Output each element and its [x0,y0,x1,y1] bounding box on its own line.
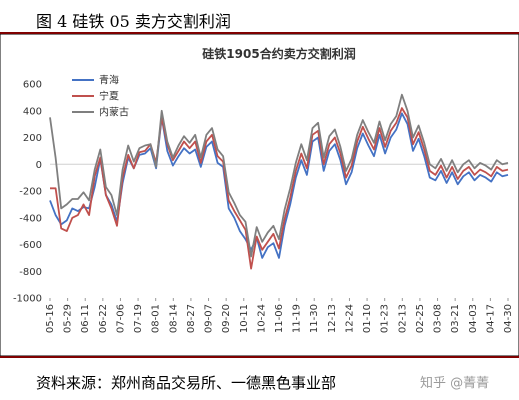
x-tick-label: 04-30 [503,304,514,333]
x-tick-label: 08-01 [151,304,162,333]
x-tick-label: 05-16 [45,304,56,333]
x-tick-label: 05-29 [63,304,74,333]
x-tick-label: 11-19 [292,304,303,333]
y-tick-label: -400 [19,213,42,224]
x-tick-label: 07-06 [115,304,126,333]
y-tick-label: -800 [19,267,42,278]
x-tick-label: 06-22 [98,304,109,333]
y-tick-label: 600 [23,80,42,91]
legend-label: 宁夏 [99,90,119,103]
x-tick-label: 03-21 [450,304,461,333]
legend-label: 内蒙古 [99,106,129,119]
line-chart: 硅铁1905合约卖方交割利润 600 400 200 0 -200 -400 -600 -800… [0,34,519,356]
y-tick-label: -600 [19,240,42,251]
x-tick-label: 02-13 [397,304,408,333]
x-tick-label: 11-30 [309,304,320,333]
y-tick-label: 200 [23,133,42,144]
series-line-2 [49,93,509,258]
bottom-rule [0,356,519,358]
legend-label: 青海 [99,74,119,87]
figure-caption: 图 4 硅铁 05 卖方交割利润 [36,12,231,31]
x-tick-label: 09-20 [221,304,232,333]
y-tick-label: -1000 [13,294,42,305]
x-tick-label: 07-19 [133,304,144,333]
x-tick-label: 08-14 [168,304,179,333]
x-tick-label: 06-11 [80,304,91,333]
x-tick-label: 03-08 [433,304,444,333]
x-tick-label: 12-24 [344,304,355,333]
x-tick-label: 08-27 [186,304,197,333]
top-rule [0,32,519,34]
x-tick-label: 02-25 [415,304,426,333]
series-line-1 [50,107,509,270]
x-tick-label: 11-06 [274,304,285,333]
x-tick-label: 09-07 [204,304,215,333]
x-tick-label: 04-03 [468,304,479,333]
y-tick-label: 400 [23,106,42,117]
x-tick-label: 12-13 [327,304,338,333]
x-tick-label: 04-17 [485,304,496,333]
watermark: 知乎 @菁菁 [420,376,490,391]
y-tick-label: -200 [19,187,42,198]
x-tick-label: 10-24 [256,304,267,333]
x-tick-label: 01-10 [362,304,373,333]
source-note: 资料来源：郑州商品交易所、一德黑色事业部 [36,374,337,392]
y-tick-label: 0 [36,160,42,171]
x-tick-label: 01-23 [380,304,391,333]
chart-title: 硅铁1905合约卖方交割利润 [202,46,355,61]
x-tick-label: 10-11 [239,304,250,333]
